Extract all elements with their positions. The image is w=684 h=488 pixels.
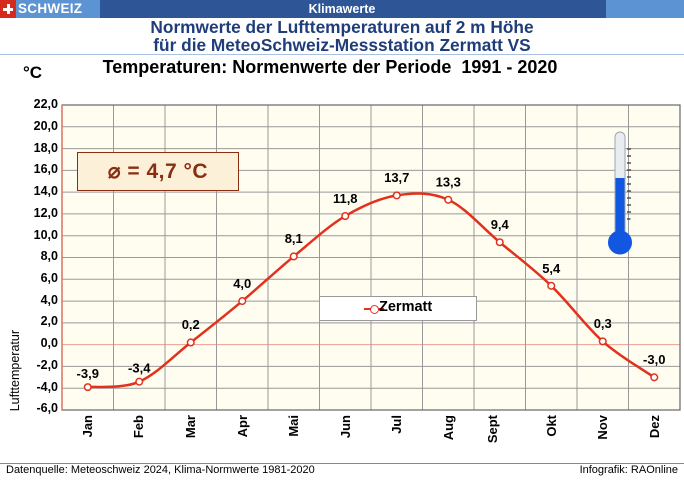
svg-text:-3,0: -3,0 — [643, 352, 665, 367]
svg-text:-3,4: -3,4 — [128, 361, 151, 376]
svg-text:13,3: 13,3 — [436, 175, 461, 190]
svg-text:5,4: 5,4 — [542, 261, 561, 276]
svg-text:8,1: 8,1 — [285, 231, 303, 246]
svg-text:13,7: 13,7 — [384, 170, 409, 185]
svg-text:-3,9: -3,9 — [77, 366, 99, 381]
svg-text:0,3: 0,3 — [594, 316, 612, 331]
svg-text:9,4: 9,4 — [491, 217, 510, 232]
svg-text:0,2: 0,2 — [182, 317, 200, 332]
svg-text:11,8: 11,8 — [333, 191, 358, 206]
svg-text:4,0: 4,0 — [233, 276, 251, 291]
